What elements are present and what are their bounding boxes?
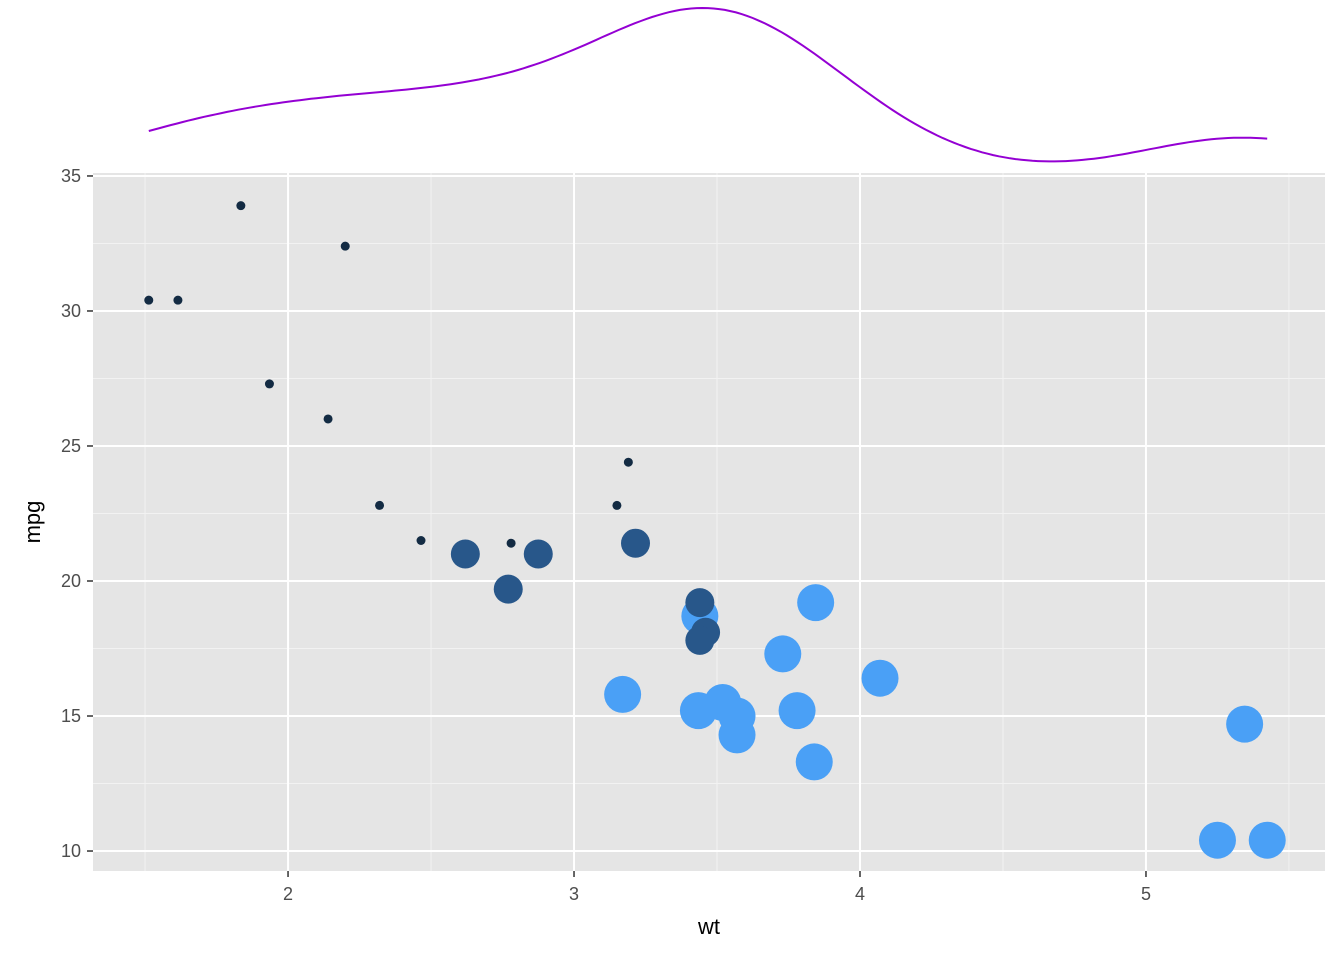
x-tick-label: 3: [569, 884, 579, 904]
data-point: [523, 539, 553, 569]
data-point: [375, 500, 385, 510]
y-tick-label: 35: [61, 166, 81, 186]
grid-lines: [93, 173, 1325, 871]
data-point: [797, 584, 835, 622]
axes: 2 3 4 5 10 15 20 25 30 35: [61, 166, 1151, 904]
y-tick-label: 10: [61, 841, 81, 861]
data-point: [623, 457, 633, 467]
data-point: [236, 201, 246, 211]
data-point: [493, 574, 523, 604]
data-point: [264, 379, 274, 389]
data-point: [795, 743, 833, 781]
x-tick-label: 4: [855, 884, 865, 904]
y-tick-label: 15: [61, 706, 81, 726]
data-points: [144, 201, 1286, 859]
data-point: [604, 675, 642, 713]
x-axis-label: wt: [697, 914, 720, 939]
data-point: [323, 414, 333, 424]
x-tick-label: 2: [283, 884, 293, 904]
data-point: [861, 659, 899, 697]
y-tick-label: 30: [61, 301, 81, 321]
data-point: [764, 635, 802, 673]
data-point: [1226, 705, 1264, 743]
data-point: [718, 697, 756, 735]
x-tick-label: 5: [1141, 884, 1151, 904]
data-point: [173, 295, 183, 305]
y-tick-label: 20: [61, 571, 81, 591]
data-point: [778, 692, 816, 730]
data-point: [506, 538, 516, 548]
data-point: [685, 588, 715, 618]
y-axis-label: mpg: [20, 501, 45, 544]
data-point: [679, 692, 717, 730]
marginal-density-curve: [148, 6, 1268, 163]
data-point: [416, 535, 426, 545]
data-point: [685, 625, 715, 655]
data-point: [144, 295, 154, 305]
data-point: [1198, 821, 1236, 859]
data-point: [612, 500, 622, 510]
y-tick-label: 25: [61, 436, 81, 456]
data-point: [340, 241, 350, 251]
data-point: [621, 528, 651, 558]
plot-panel: [93, 173, 1325, 871]
data-point: [1248, 821, 1286, 859]
data-point: [450, 539, 480, 569]
